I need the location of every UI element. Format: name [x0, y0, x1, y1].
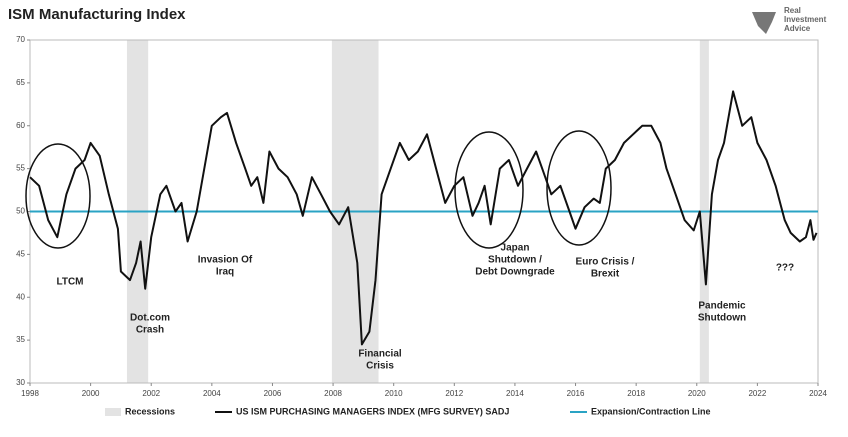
logo-icon	[752, 12, 776, 34]
x-tick-label: 2004	[203, 389, 221, 398]
data-line	[29, 90, 818, 346]
annotation: Japan	[501, 243, 530, 254]
y-tick-label: 30	[16, 378, 25, 387]
logo: Real Investment Advice	[752, 6, 827, 34]
annotation: Shutdown	[698, 313, 746, 324]
ellipse	[454, 131, 524, 249]
ellipse	[546, 130, 612, 246]
annotation: Iraq	[216, 267, 234, 278]
legend-swatch	[105, 408, 121, 416]
annotation: Crisis	[366, 361, 394, 372]
y-tick-label: 50	[16, 207, 25, 216]
annotation: Dot.com	[130, 313, 170, 324]
annotation: Euro Crisis /	[576, 257, 635, 268]
legend-label: Expansion/Contraction Line	[591, 406, 711, 416]
y-tick-label: 35	[16, 335, 25, 344]
annotation: Invasion Of	[198, 255, 253, 266]
annotation: LTCM	[56, 277, 83, 288]
x-tick-label: 1998	[21, 389, 39, 398]
y-tick-label: 60	[16, 121, 25, 130]
y-tick-label: 70	[16, 35, 25, 44]
x-tick-label: 2008	[324, 389, 342, 398]
x-tick-label: 2006	[264, 389, 282, 398]
y-tick-label: 45	[16, 249, 25, 258]
annotation: Pandemic	[698, 301, 746, 312]
logo-text: Advice	[784, 24, 811, 33]
logo-text: Real	[784, 6, 801, 15]
x-tick-label: 2010	[385, 389, 403, 398]
annotation: ???	[776, 263, 794, 274]
logo-text: Investment	[784, 15, 827, 24]
y-tick-label: 55	[16, 164, 25, 173]
annotation: Debt Downgrade	[475, 267, 555, 278]
annotation: Brexit	[591, 269, 620, 280]
annotation: Crash	[136, 325, 164, 336]
x-tick-label: 2018	[627, 389, 645, 398]
x-tick-label: 2002	[142, 389, 160, 398]
x-tick-label: 2014	[506, 389, 524, 398]
highlight-circles	[25, 130, 612, 249]
chart-title: ISM Manufacturing Index	[8, 6, 186, 23]
y-tick-label: 65	[16, 78, 25, 87]
annotation: Shutdown /	[488, 255, 542, 266]
annotation: Financial	[358, 349, 402, 360]
x-tick-label: 2016	[567, 389, 585, 398]
x-tick-label: 2020	[688, 389, 706, 398]
legend-label: Recessions	[125, 406, 175, 416]
x-tick-label: 2024	[809, 389, 827, 398]
x-tick-label: 2000	[82, 389, 100, 398]
y-tick-label: 40	[16, 292, 25, 301]
x-tick-label: 2012	[445, 389, 463, 398]
x-tick-label: 2022	[748, 389, 766, 398]
legend-label: US ISM PURCHASING MANAGERS INDEX (MFG SU…	[236, 406, 509, 416]
ellipse	[25, 143, 91, 249]
